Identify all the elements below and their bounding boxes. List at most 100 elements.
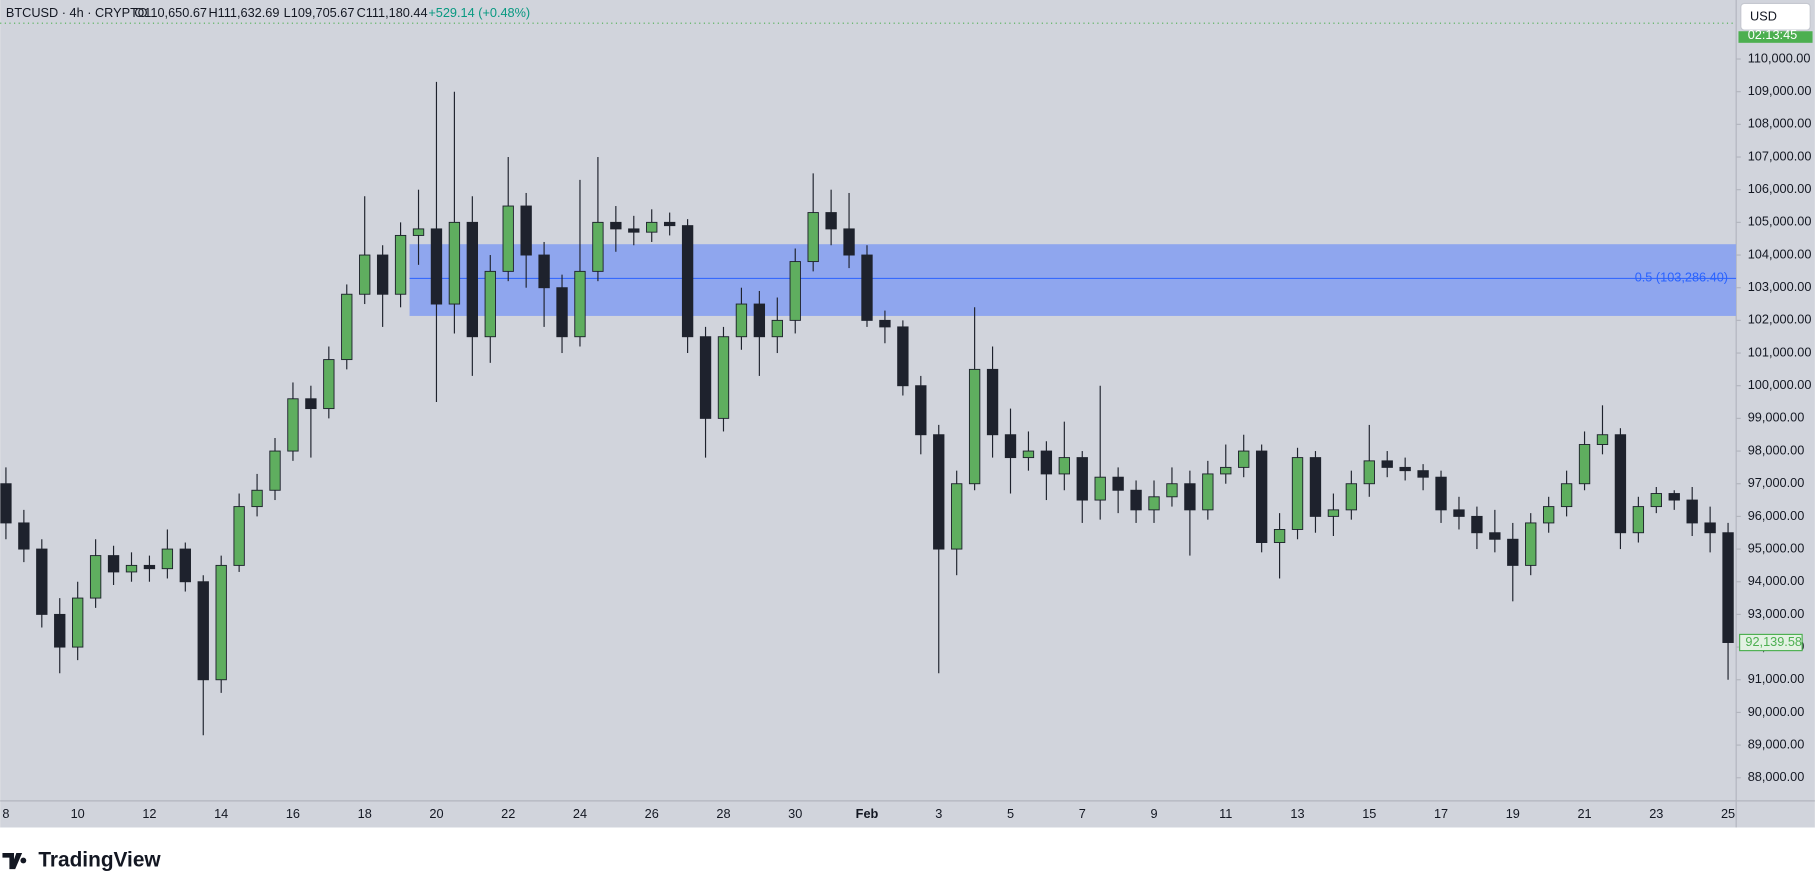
candle-body [72,597,84,648]
ohlc-low: L109,705.67 [284,5,355,20]
candle-body [825,212,837,230]
candle-body [341,293,353,361]
y-tick-label: 97,000.00 [1748,475,1805,490]
y-tick-label: 99,000.00 [1748,410,1805,425]
candle-body [394,234,407,295]
candle-body [430,228,443,305]
candle-body [412,228,425,236]
candle-body [89,555,102,599]
candle-body [986,368,999,436]
candle-body [1220,466,1232,475]
y-tick-label: 108,000.00 [1748,116,1812,131]
y-tick-label: 91,000.00 [1748,671,1805,686]
candle-body [1435,476,1447,511]
x-tick-label: 13 [1290,806,1304,821]
candle-body [1596,434,1609,445]
candle-body [1058,457,1070,475]
candle-body [933,434,945,550]
candle-body [1471,515,1483,534]
candle-body [699,336,712,419]
currency-button[interactable] [1740,2,1811,31]
y-tick-label: 95,000.00 [1748,540,1805,555]
x-tick-label: 9 [1150,806,1157,821]
candle-body [1399,466,1411,472]
candle-body [807,212,819,263]
candle-body [1184,483,1196,511]
y-tick-label: 103,000.00 [1748,279,1812,294]
candle-body [592,221,604,272]
candle-body [466,221,479,338]
x-tick-label: 19 [1506,806,1520,821]
x-tick-label: 18 [358,806,372,821]
candle-body [484,270,496,338]
ohlc-high: H111,632.69 [208,5,279,20]
candle-body [1040,450,1053,475]
candle-body [789,261,801,321]
candle-body [1507,538,1519,566]
x-tick-label: 7 [1079,806,1086,821]
candle-body [1704,522,1716,534]
candle-body [1381,460,1393,468]
candle-body [1130,489,1142,511]
last-price-box [1739,633,1803,652]
candle-body [1148,496,1160,511]
x-tick-label: 17 [1434,806,1448,821]
candle-body [1686,499,1698,524]
candle-body [233,506,245,566]
x-tick-label: 12 [142,806,156,821]
candle-body [879,319,891,328]
candle-body [287,398,299,452]
candle-body [251,489,263,508]
candle-body [0,483,12,524]
x-tick-label: 30 [788,806,802,821]
candle-body [1238,450,1250,468]
candle-body [968,368,981,485]
y-tick-label: 89,000.00 [1748,736,1805,751]
x-tick-label: 3 [935,806,942,821]
x-tick-label: 11 [1219,806,1232,821]
x-tick-label: 16 [286,806,300,821]
x-tick-label: 21 [1577,806,1591,821]
candle-body [1650,493,1662,508]
candle-body [951,483,963,550]
zone-label: 0.5 (103,286.40) [1635,270,1728,285]
candle-body [125,564,138,573]
last-price-label: 92,139.58 [1745,634,1802,649]
y-tick-label: 110,000.00 [1748,50,1811,65]
currency[interactable]: USD [1750,9,1777,24]
candle-body [556,287,568,338]
candle-body [1345,483,1358,511]
y-tick-label: 96,000.00 [1748,508,1805,523]
change: +529.14 (+0.48%) [428,5,530,20]
y-tick-label: 105,000.00 [1748,214,1812,229]
x-tick-label: 8 [2,806,9,821]
zone [409,244,1737,316]
candle-body [574,270,586,338]
candle-body [1722,532,1734,643]
plot-area [0,81,1737,736]
x-tick-label: 10 [71,806,85,821]
candle-body [161,548,174,570]
candle-body [54,613,66,648]
candle-body [1417,470,1429,478]
candle-body [323,359,335,410]
x-tick-label: Feb [856,806,879,821]
candle-body [1525,522,1537,566]
candle-body [1202,473,1214,511]
y-tick-label: 107,000.00 [1748,148,1812,163]
candle-body [646,221,658,233]
y-tick-label: 88,000.00 [1748,769,1805,784]
candle-body [1560,483,1573,508]
ohlc-open: O110,650.67 [134,5,207,20]
brand: TradingView [38,849,161,872]
y-tick-label: 104,000.00 [1748,246,1812,261]
y-tick-label: 101,000.00 [1748,344,1812,359]
y-tick-label: 102,000.00 [1748,312,1812,327]
candle-body [1363,460,1375,485]
candle-body [143,564,156,570]
candle-body [215,564,227,681]
candle-body [179,548,191,583]
candle-body [1273,529,1286,543]
x-tick-label: 26 [645,806,659,821]
x-tick-label: 25 [1721,806,1735,821]
